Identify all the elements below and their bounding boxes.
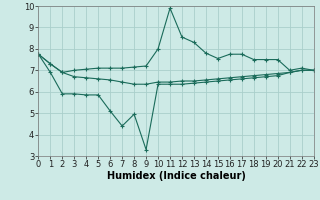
X-axis label: Humidex (Indice chaleur): Humidex (Indice chaleur) xyxy=(107,171,245,181)
